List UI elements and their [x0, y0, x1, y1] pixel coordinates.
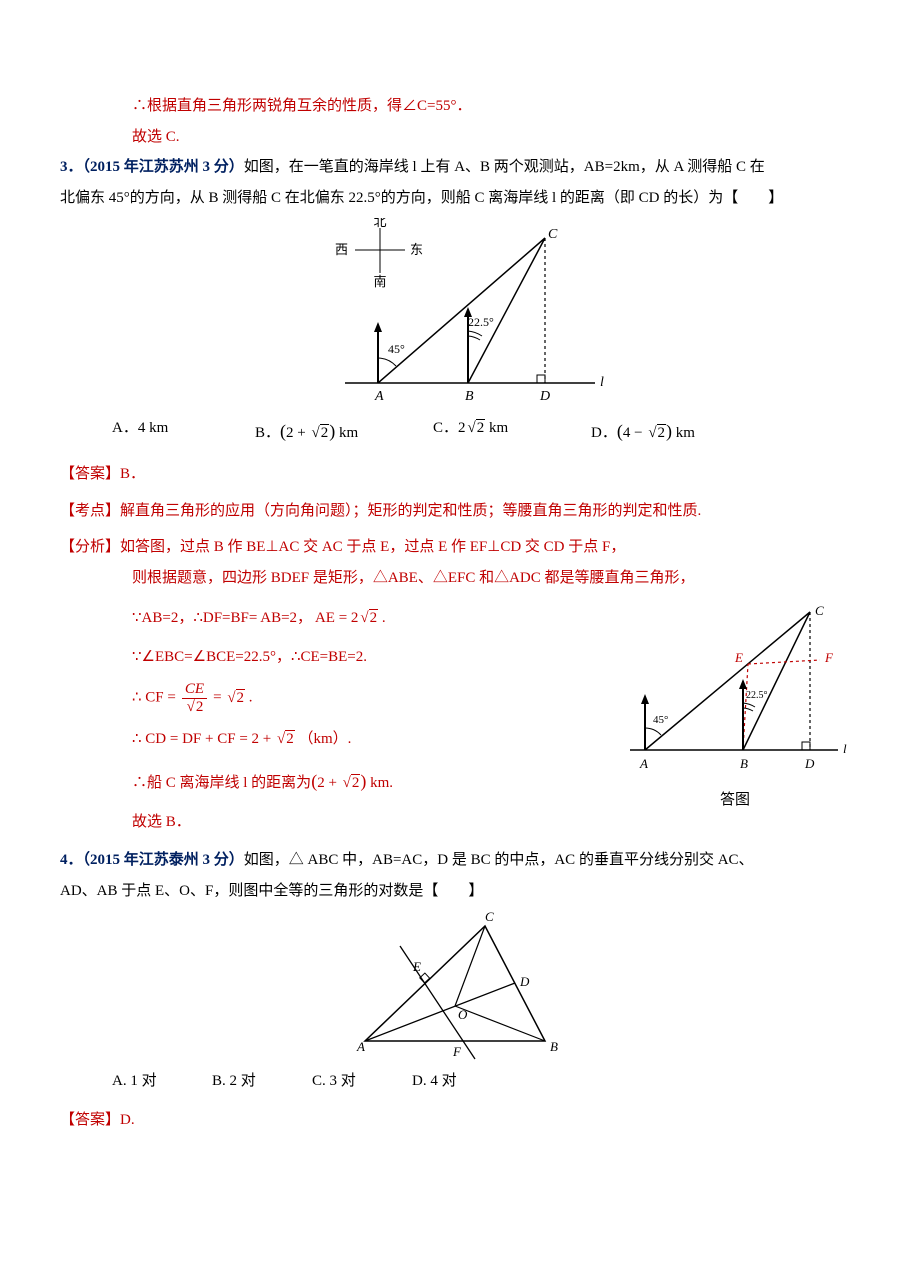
q3-ana-l5: ∴ CF = CE2 = 2 . — [60, 681, 610, 715]
q3-figure: 北 南 西 东 l A B D C 45° 22.5° — [310, 218, 610, 408]
q3-answer-figure: l A B D C E F 45° 22.5° — [620, 600, 850, 780]
q4-opt-a: A. 1 对 — [112, 1067, 212, 1096]
q4-answer: 【答案】D. — [60, 1106, 860, 1135]
q4-number: 4． — [60, 852, 83, 868]
q3-answer: 【答案】B． — [60, 460, 860, 489]
q3-ana-l8: 故选 B． — [60, 808, 610, 837]
q3-fenxi-line1: 【分析】如答图，过点 B 作 BE⊥AC 交 AC 于点 E，过点 E 作 EF… — [60, 533, 860, 562]
intro-line1: ∴根据直角三角形两锐角互余的性质，得∠C=55°． — [60, 92, 860, 121]
intro-line2: 故选 C. — [60, 123, 860, 152]
q3-ana-l6: ∴ CD = DF + CF = 2 + 2 （km）. — [60, 725, 610, 754]
q3-answer-figure-label: 答图 — [610, 786, 860, 815]
q3-ana-l2: 则根据题意，四边形 BDEF 是矩形，△ABE、△EFC 和△ADC 都是等腰直… — [60, 564, 860, 593]
q4-opt-d: D. 4 对 — [412, 1067, 512, 1096]
q4-source: （2015 年江苏泰州 3 分） — [83, 852, 244, 868]
q4-figure: A B C D E O F — [345, 911, 575, 1061]
svg-text:C: C — [485, 911, 494, 924]
q4-stem-line1: 4．（2015 年江苏泰州 3 分）如图，△ ABC 中，AB=AC，D 是 B… — [60, 846, 860, 875]
svg-text:北: 北 — [373, 218, 386, 229]
q3-stem-line2: 北偏东 45°的方向，从 B 测得船 C 在北偏东 22.5°的方向，则船 C … — [60, 184, 860, 213]
q3-opt-c: C．22 km — [433, 414, 563, 448]
q4-stem-line2: AD、AB 于点 E、O、F，则图中全等的三角形的对数是【 】 — [60, 877, 860, 906]
q3-number: 3． — [60, 159, 83, 175]
q4-opt-c: C. 3 对 — [312, 1067, 412, 1096]
q3-kaodian: 【考点】解直角三角形的应用（方向角问题）；矩形的判定和性质；等腰直角三角形的判定… — [60, 497, 860, 526]
svg-text:南: 南 — [373, 274, 386, 289]
svg-text:45°: 45° — [388, 342, 405, 356]
svg-text:A: A — [356, 1039, 365, 1054]
svg-text:西: 西 — [335, 242, 348, 257]
svg-text:E: E — [734, 650, 743, 665]
svg-text:C: C — [815, 603, 824, 618]
q4-opt-b: B. 2 对 — [212, 1067, 312, 1096]
q3-stem-line1: 3．（2015 年江苏苏州 3 分）如图，在一笔直的海岸线 l 上有 A、B 两… — [60, 153, 860, 182]
svg-text:D: D — [519, 974, 530, 989]
q3-ana-l7: ∴船 C 离海岸线 l 的距离为(2 + 2) km. — [60, 764, 610, 798]
svg-text:B: B — [740, 756, 748, 771]
svg-text:22.5°: 22.5° — [746, 690, 768, 701]
svg-text:22.5°: 22.5° — [468, 315, 494, 329]
q3-options: A．4 km B．(2 + 2) km C．22 km D．(4 − 2) km — [60, 414, 860, 448]
q3-source: （2015 年江苏苏州 3 分） — [83, 159, 244, 175]
q4-options: A. 1 对 B. 2 对 C. 3 对 D. 4 对 — [60, 1067, 860, 1096]
q3-opt-d: D．(4 − 2) km — [591, 414, 695, 448]
svg-text:D: D — [539, 389, 550, 404]
svg-text:l: l — [600, 375, 604, 390]
svg-text:F: F — [452, 1044, 462, 1059]
q3-ana-l3: ∵AB=2，∴DF=BF= AB=2， AE = 22 . — [60, 604, 610, 633]
q3-opt-a: A．4 km — [112, 414, 227, 448]
svg-text:东: 东 — [410, 242, 423, 257]
q3-ana-l4: ∵∠EBC=∠BCE=22.5°，∴CE=BE=2. — [60, 643, 610, 672]
svg-text:B: B — [465, 389, 474, 404]
svg-text:D: D — [804, 756, 815, 771]
svg-text:A: A — [639, 756, 648, 771]
svg-text:B: B — [550, 1039, 558, 1054]
svg-text:45°: 45° — [653, 714, 668, 726]
q3-text1: 如图，在一笔直的海岸线 l 上有 A、B 两个观测站，AB=2km，从 A 测得… — [244, 159, 765, 175]
q3-opt-b: B．(2 + 2) km — [255, 414, 405, 448]
svg-text:A: A — [374, 389, 384, 404]
svg-text:F: F — [824, 650, 834, 665]
svg-text:l: l — [843, 741, 847, 756]
q3-analysis-with-figure: ∵AB=2，∴DF=BF= AB=2， AE = 22 . ∵∠EBC=∠BCE… — [60, 594, 860, 838]
svg-text:C: C — [548, 227, 558, 242]
q4-text1: 如图，△ ABC 中，AB=AC，D 是 BC 的中点，AC 的垂直平分线分别交… — [244, 852, 754, 868]
